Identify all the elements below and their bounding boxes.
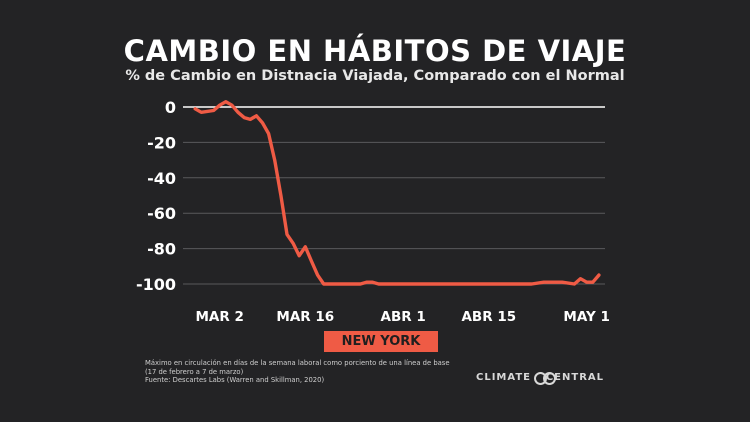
x-axis-tick-labels: MAR 2 MAR 16 ABR 1 ABR 15 MAY 1 bbox=[196, 309, 610, 325]
x-tick-label: ABR 1 bbox=[381, 309, 426, 325]
brand-right-text: CENTRAL bbox=[545, 371, 604, 383]
series-line bbox=[193, 99, 601, 286]
x-tick-label: MAR 2 bbox=[196, 309, 244, 325]
chart-title: CAMBIO EN HÁBITOS DE VIAJE bbox=[123, 34, 627, 68]
x-tick-label: MAR 16 bbox=[276, 309, 334, 325]
footnote: Máximo en circulación en días de la sema… bbox=[145, 359, 450, 385]
region-label: NEW YORK bbox=[324, 331, 438, 352]
y-tick-label: -60 bbox=[147, 204, 176, 223]
y-tick-label: -80 bbox=[147, 240, 176, 259]
x-tick-label: ABR 15 bbox=[461, 309, 516, 325]
y-tick-label: -20 bbox=[147, 133, 176, 152]
y-tick-label: -100 bbox=[136, 275, 176, 294]
footnote-line: Máximo en circulación en días de la sema… bbox=[145, 359, 450, 367]
y-tick-label: 0 bbox=[165, 98, 176, 117]
series-layer bbox=[193, 99, 601, 286]
brand-left-text: CLIMATE bbox=[476, 371, 531, 383]
climate-central-logo-icon bbox=[534, 370, 556, 385]
climate-central-logo: CLIMATE CENTRAL bbox=[476, 369, 604, 385]
grid-lines bbox=[183, 106, 605, 285]
footnote-line: (17 de febrero a 7 de marzo) bbox=[145, 367, 244, 376]
x-tick-label: MAY 1 bbox=[563, 309, 609, 325]
footnote-line: Fuente: Descartes Labs (Warren and Skill… bbox=[145, 376, 325, 384]
chart-subtitle: % de Cambio en Distnacia Viajada, Compar… bbox=[125, 68, 625, 84]
y-axis-tick-labels: 0 -20 -40 -60 -80 -100 bbox=[136, 98, 176, 294]
y-tick-label: -40 bbox=[147, 169, 176, 188]
